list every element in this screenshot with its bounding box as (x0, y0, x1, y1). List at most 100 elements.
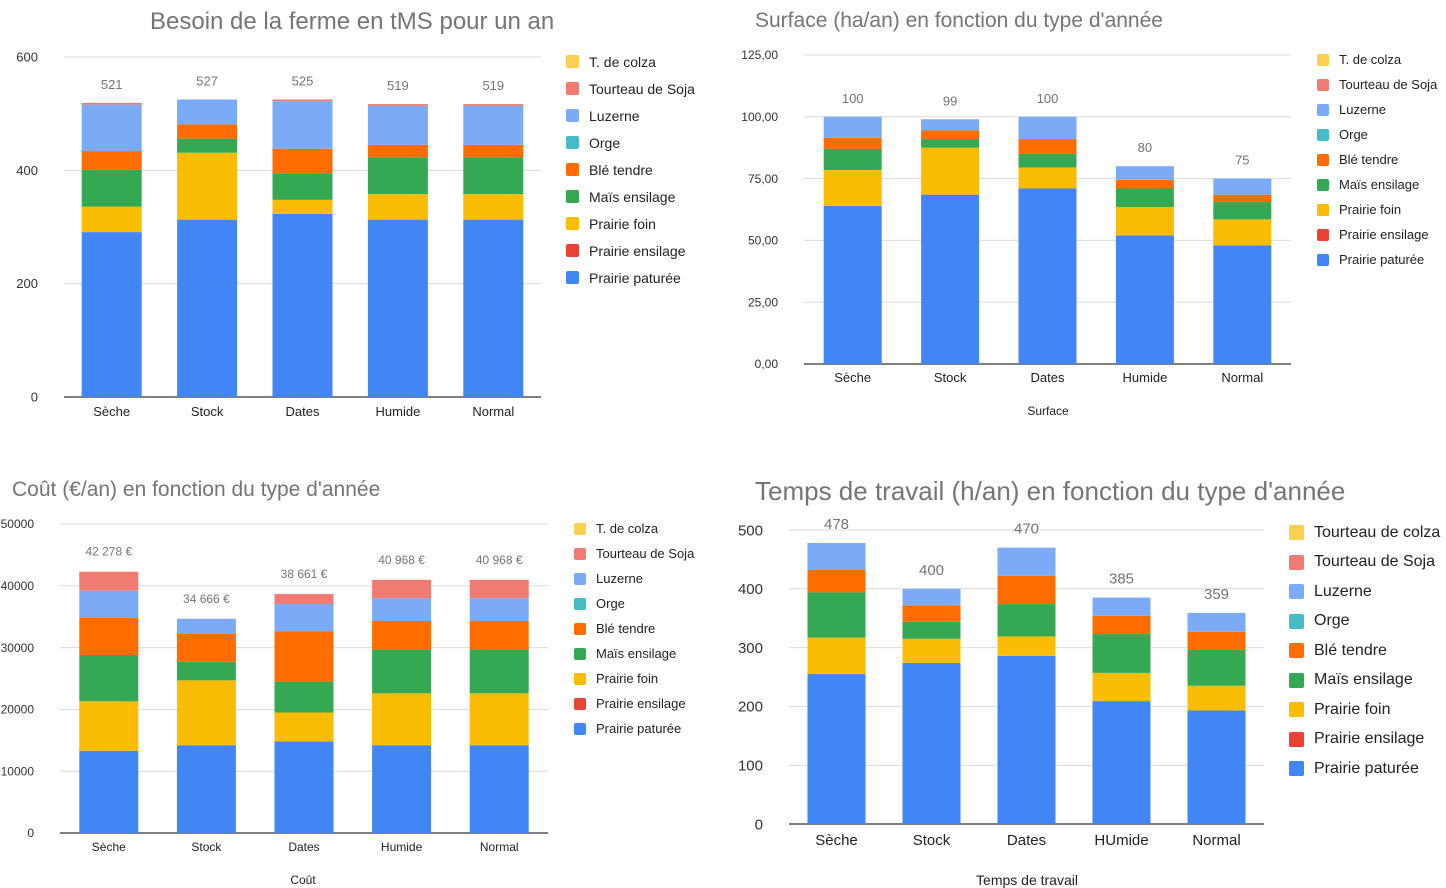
legend-item: Blé tendre (1317, 147, 1437, 172)
x-tick-label: Sèche (815, 832, 858, 849)
legend-label: Tourteau de colza (1314, 523, 1441, 541)
legend-item: Tourteau de Soja (574, 541, 694, 566)
bar-segment (463, 157, 524, 195)
bar-segment (79, 750, 139, 833)
legend-item: Orge (1289, 607, 1440, 637)
x-tick-label: Sèche (93, 404, 130, 419)
x-tick-label: Normal (472, 404, 514, 419)
legend-label: T. de colza (1339, 52, 1402, 67)
y-tick-label: 50,00 (748, 234, 778, 248)
legend-label: Luzerne (596, 571, 643, 586)
legend-item: Maïs ensilage (1289, 666, 1440, 696)
bar-segment (274, 603, 334, 632)
bar-segment (463, 105, 524, 145)
bar-segment (902, 638, 961, 663)
bar-segment (997, 655, 1056, 824)
legend-item: T. de colza (1317, 47, 1437, 72)
bar-segment (1092, 634, 1151, 673)
x-tick-label: Stock (934, 370, 967, 385)
chart-cout: Coût (€/an) en fonction du type d'année … (0, 444, 723, 888)
legend-item: Tourteau de Soja (1289, 548, 1440, 578)
bar-segment (1213, 202, 1272, 220)
bar-segment (372, 693, 432, 746)
legend-swatch (574, 522, 586, 535)
legend-label: Prairie paturée (1314, 759, 1419, 777)
bar-segment (79, 617, 139, 656)
bar-segment (1018, 116, 1077, 140)
bar-segment (921, 119, 980, 131)
bar-segment (274, 741, 334, 833)
bar-segment (823, 148, 882, 170)
y-tick-label: 125,00 (741, 48, 778, 62)
legend-label: Blé tendre (1339, 152, 1399, 167)
legend-item: Blé tendre (566, 156, 695, 183)
legend: Tourteau de colza Tourteau de Soja Luzerne… (1289, 518, 1440, 784)
bar-segment (372, 579, 432, 599)
legend-item: Orge (1317, 122, 1437, 147)
x-tick-label: Dates (1031, 370, 1065, 385)
bar-segment (1187, 710, 1246, 824)
x-tick-label: Stock (913, 832, 951, 849)
bar-segment (272, 101, 333, 149)
legend-swatch (1317, 128, 1329, 141)
bar-segment (1115, 166, 1174, 180)
bar-segment (79, 655, 139, 702)
bar-segment (81, 102, 142, 105)
bar-segment (372, 621, 432, 650)
legend-label: Prairie ensilage (596, 696, 686, 711)
legend-swatch (1289, 554, 1304, 570)
y-tick-label: 40000 (1, 579, 35, 593)
legend-item: Tourteau de Soja (566, 75, 695, 102)
chart-title: Coût (€/an) en fonction du type d'année (12, 478, 381, 501)
bar-segment (177, 138, 238, 153)
bar-segment (81, 151, 142, 170)
legend-label: Prairie foin (596, 671, 659, 686)
bar-segment (177, 124, 238, 139)
chart-surface-plot: 0,00 25,00 50,00 75,00 100,00 125,00 100 Sèche 9… (741, 48, 1291, 385)
legend-swatch (1289, 731, 1304, 747)
legend-item: Tourteau de Soja (1317, 72, 1437, 97)
legend-label: Luzerne (589, 107, 640, 124)
legend-item: Prairie paturée (1317, 247, 1437, 272)
chart-temps-plot: 0 100 200 300 400 500 478 Sèche 400 Stock 470 Dates… (738, 516, 1264, 849)
legend-swatch (574, 647, 586, 660)
chart-title: Temps de travail (h/an) en fonction du t… (755, 476, 1346, 506)
legend-item: T. de colza (566, 48, 695, 75)
y-tick-label: 600 (16, 50, 38, 65)
legend-label: Orge (1314, 612, 1350, 630)
legend-item: Prairie foin (1317, 197, 1437, 222)
chart-title: Surface (ha/an) en fonction du type d'an… (755, 9, 1163, 32)
bar-segment (367, 144, 428, 158)
legend-label: Blé tendre (596, 621, 656, 636)
bar-segment (463, 219, 524, 397)
bar-segment (997, 575, 1056, 605)
y-tick-label: 50000 (1, 517, 35, 531)
legend-swatch (1317, 228, 1329, 241)
chart-surface: Surface (ha/an) en fonction du type d'an… (723, 0, 1446, 444)
total-label: 521 (101, 77, 123, 92)
y-tick-label: 400 (16, 163, 38, 178)
bar-segment (1092, 615, 1151, 635)
bar-segment (177, 152, 238, 220)
bar-segment (274, 681, 334, 713)
bar-segment (274, 712, 334, 742)
chart-temps-travail: Temps de travail (h/an) en fonction du t… (723, 444, 1446, 888)
x-tick-label: Stock (191, 840, 222, 854)
x-axis-title: Surface (1027, 404, 1069, 418)
bar-segment (1213, 178, 1272, 195)
legend-label: Prairie foin (1339, 202, 1402, 217)
total-label: 38 661 € (281, 567, 328, 581)
y-tick-label: 400 (738, 581, 763, 598)
legend-label: Prairie foin (1314, 700, 1391, 718)
legend-swatch (574, 622, 586, 635)
legend-item: Blé tendre (574, 616, 694, 641)
bar-segment (823, 205, 882, 364)
legend-label: T. de colza (589, 53, 656, 70)
bar-segment (1115, 207, 1174, 236)
bar-segment (921, 194, 980, 364)
bar-segment (79, 571, 139, 591)
legend-swatch (574, 672, 586, 685)
legend-swatch (566, 55, 579, 68)
legend-label: Prairie paturée (596, 721, 682, 736)
legend-swatch (566, 271, 579, 284)
